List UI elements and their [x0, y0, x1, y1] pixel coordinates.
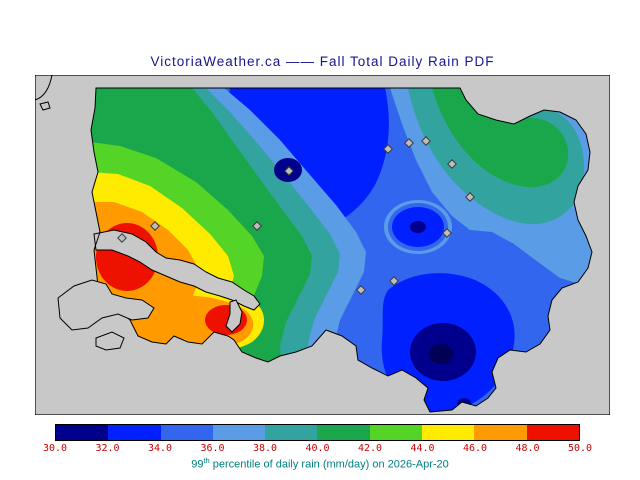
station-marker: [389, 276, 399, 286]
contour-core-below-30-southeast: [429, 344, 453, 364]
inlet-waterway: [93, 229, 261, 311]
caption-text: percentile of daily rain (mm/day) on 202…: [209, 458, 449, 471]
colorbar-tick-label: 32.0: [95, 443, 120, 454]
colorbar-segment-34-36: [160, 425, 213, 440]
caption-ordinal: th: [203, 456, 210, 465]
colorbar-tick-label: 36.0: [200, 443, 225, 454]
rain-contour-map: [35, 75, 610, 415]
station-marker: [356, 285, 366, 295]
colorbar-segment-46-48: [474, 425, 527, 440]
contour-band-40-42-northeast: [432, 88, 569, 188]
station-marker: [447, 159, 457, 169]
inlet-waterway-fork: [225, 299, 243, 333]
station-marker: [150, 221, 160, 231]
colorbar-segment-44-46: [422, 425, 475, 440]
colorbar-segment-38-40: [265, 425, 318, 440]
station-marker: [284, 166, 294, 176]
colorbar: [55, 424, 580, 441]
station-marker: [465, 192, 475, 202]
coastline-fragment-hook: [39, 101, 51, 111]
colorbar-segment-42-44: [369, 425, 423, 440]
colorbar-tick-label: 44.0: [410, 443, 435, 454]
colorbar-tick-label: 34.0: [147, 443, 173, 454]
colorbar-tick-label: 42.0: [357, 443, 383, 454]
coastline-fragment-corner: [35, 75, 53, 101]
islet-southwest: [95, 331, 125, 351]
contour-field: [91, 88, 592, 412]
colorbar-ticks: 30.0 32.0 34.0 36.0 38.0 40.0 42.0 44.0 46.0 48.0…: [0, 443, 640, 455]
colorbar-segment-36-38: [212, 425, 266, 440]
colorbar-tick-label: 40.0: [305, 443, 330, 454]
station-marker: [383, 144, 393, 154]
station-marker: [442, 228, 452, 238]
colorbar-tick-label: 30.0: [42, 443, 68, 454]
contour-core-30-32-east-pocket: [410, 221, 426, 233]
page-title: VictoriaWeather.ca —— Fall Total Daily R…: [150, 54, 495, 69]
colorbar-caption: 99th percentile of daily rain (mm/day) o…: [0, 456, 640, 471]
caption-value: 99: [191, 458, 204, 471]
station-marker: [252, 221, 262, 231]
colorbar-tick-label: 50.0: [567, 443, 593, 454]
station-marker: [117, 233, 127, 243]
station-marker: [421, 136, 431, 146]
colorbar-tick-label: 48.0: [515, 443, 540, 454]
colorbar-tick-label: 46.0: [462, 443, 488, 454]
colorbar-segment-30-32: [56, 425, 109, 440]
station-markers: [117, 136, 475, 295]
station-marker: [404, 138, 414, 148]
colorbar-segment-32-34: [108, 425, 161, 440]
colorbar-segment-40-42: [317, 425, 370, 440]
peninsula-southwest: [57, 279, 155, 331]
colorbar-tick-label: 38.0: [252, 443, 278, 454]
colorbar-segment-48-50: [526, 425, 579, 440]
